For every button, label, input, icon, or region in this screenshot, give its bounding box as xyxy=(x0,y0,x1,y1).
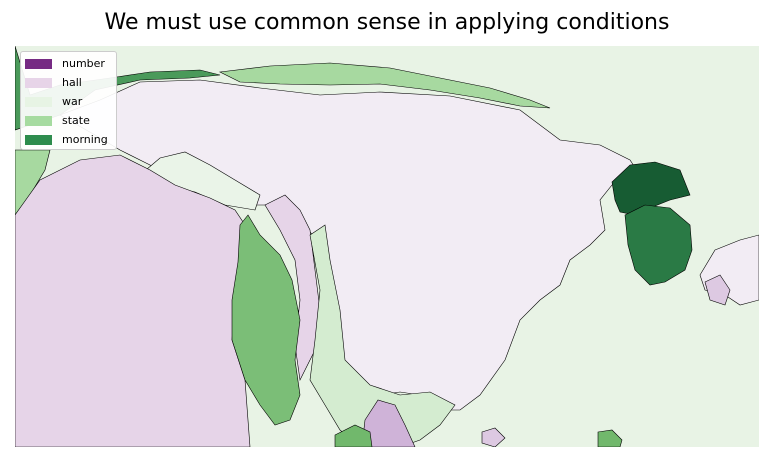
region-hainan xyxy=(481,427,506,447)
legend-swatch xyxy=(25,78,52,88)
legend-label: morning xyxy=(62,133,108,146)
legend-swatch xyxy=(25,135,52,145)
legend-swatch xyxy=(25,97,52,107)
region-south-korea xyxy=(624,204,693,286)
region-laos-vietnam xyxy=(309,224,456,447)
region-north-strip xyxy=(218,62,551,109)
region-india xyxy=(15,154,251,447)
legend-label: hall xyxy=(62,76,82,89)
legend-swatch xyxy=(25,116,52,126)
legend-swatch xyxy=(25,59,52,69)
map-title: We must use common sense in applying con… xyxy=(104,10,670,35)
legend-label: number xyxy=(62,57,105,70)
region-myanmar xyxy=(231,214,301,426)
region-taiwan xyxy=(597,429,623,447)
legend-label: war xyxy=(62,95,83,108)
region-thailand xyxy=(361,399,416,447)
region-kyushu xyxy=(704,274,731,306)
map-legend: number hall war state morning xyxy=(20,51,117,150)
legend-label: state xyxy=(62,114,90,127)
region-north-korea xyxy=(611,161,691,216)
region-cambodia xyxy=(334,424,373,447)
region-west-strip xyxy=(15,149,51,216)
